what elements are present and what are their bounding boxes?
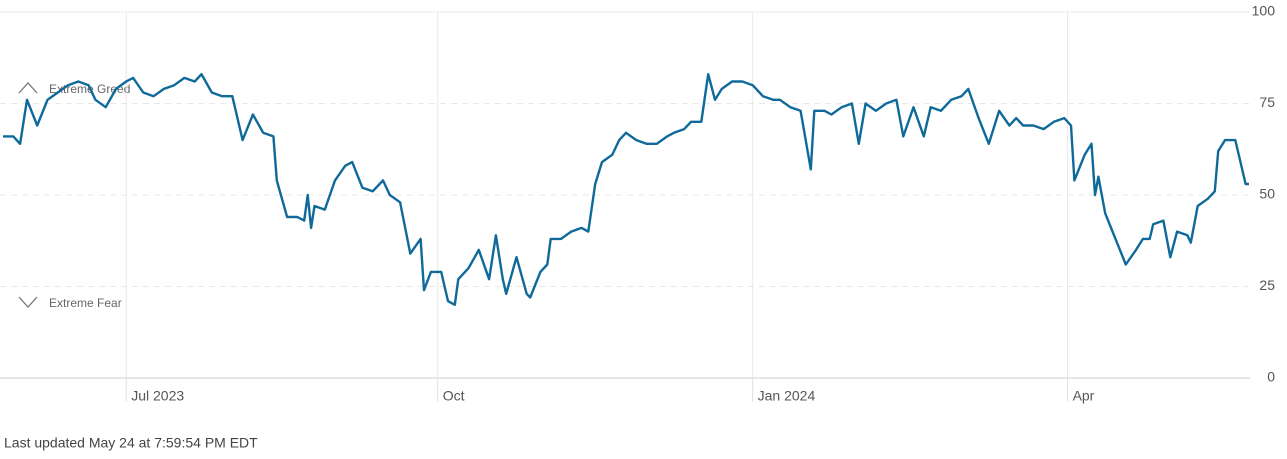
y-tick-label: 25 — [1259, 277, 1275, 293]
y-tick-label: 100 — [1252, 3, 1276, 19]
fear-chevron — [18, 296, 38, 308]
line — [3, 73, 1249, 306]
x-tick-label: Jul 2023 — [131, 388, 184, 404]
annotation: Extreme Fear — [49, 296, 122, 310]
y-tick-label: 50 — [1259, 186, 1275, 202]
x-tick-label: Apr — [1073, 388, 1095, 404]
greed-chevron — [18, 82, 38, 94]
footer: Last updated May 24 at 7:59:54 PM EDT — [4, 435, 258, 451]
x-tick-label: Jan 2024 — [758, 388, 816, 404]
y-tick-label: 0 — [1267, 369, 1275, 385]
x-tick-label: Oct — [443, 388, 465, 404]
y-tick-label: 75 — [1259, 94, 1275, 110]
